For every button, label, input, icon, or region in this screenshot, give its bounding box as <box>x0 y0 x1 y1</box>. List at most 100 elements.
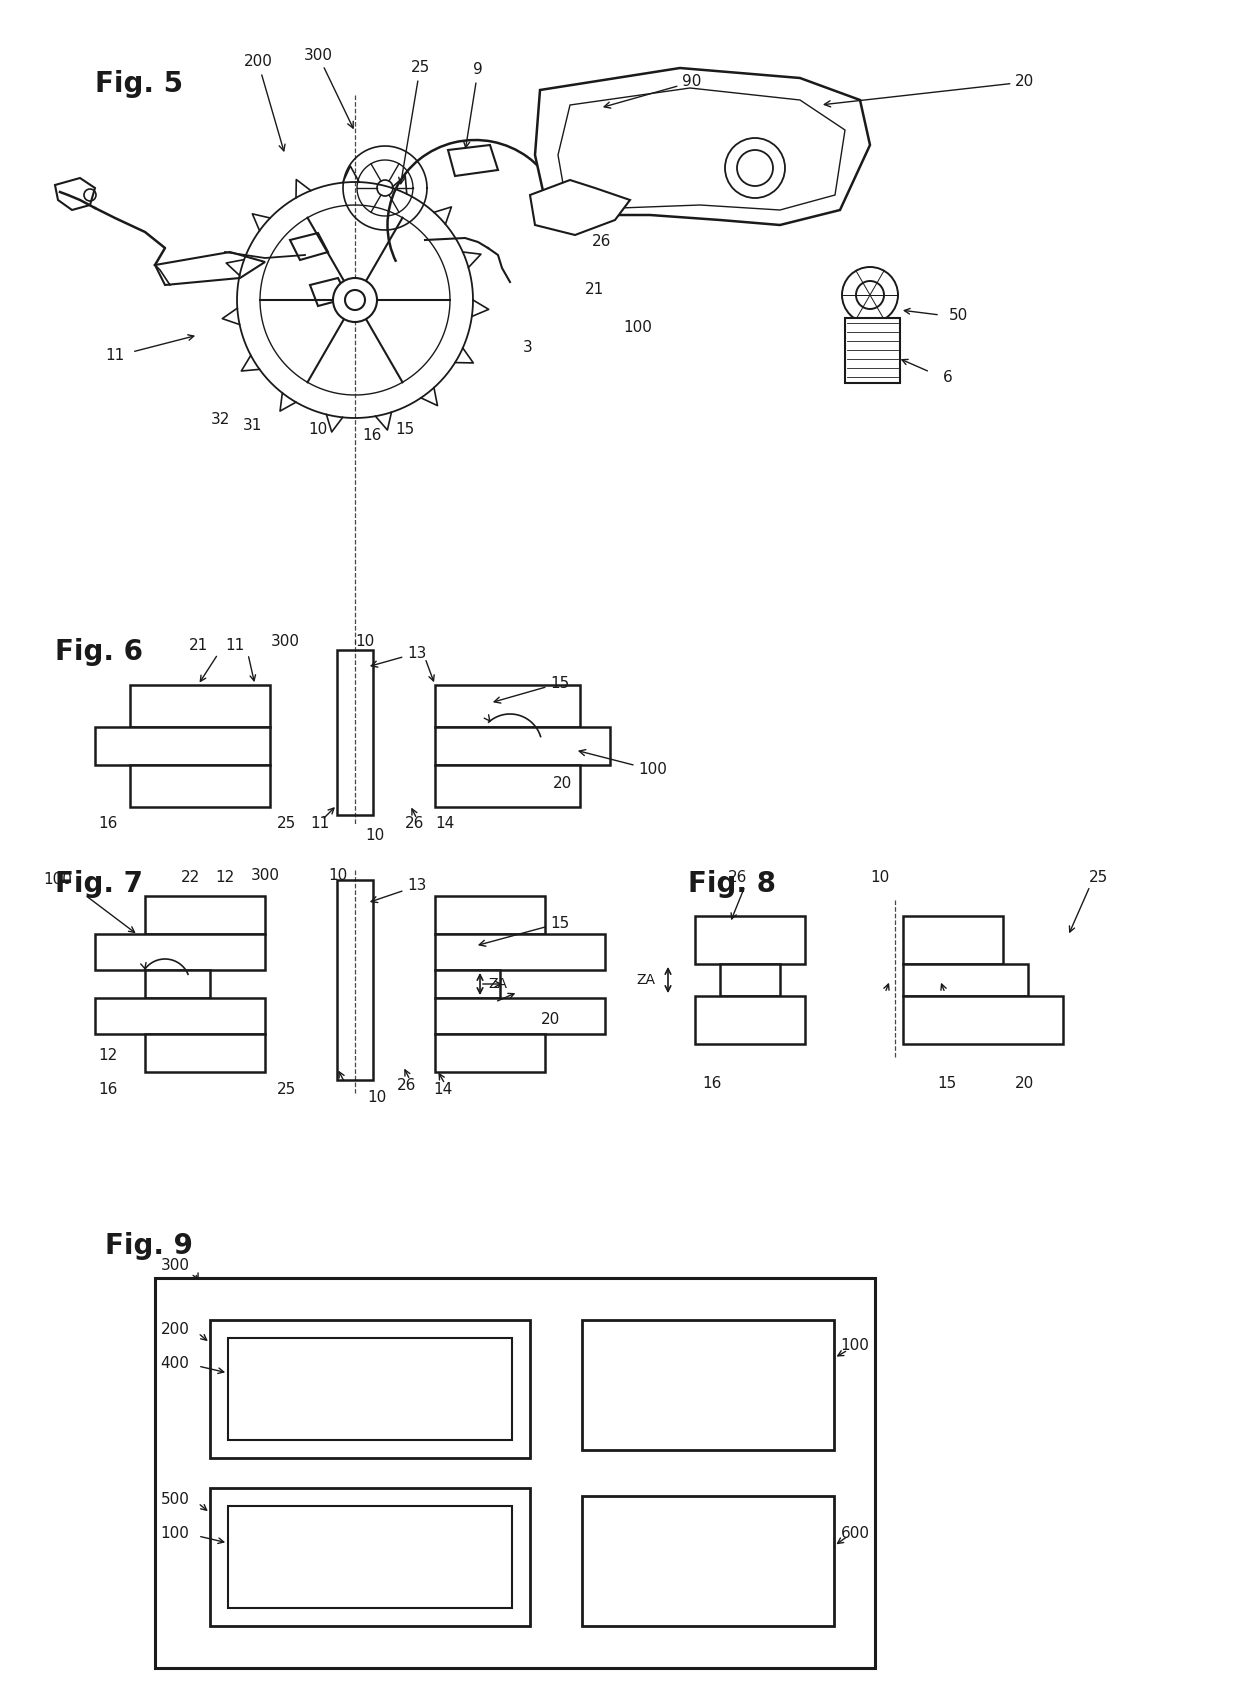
Text: 10: 10 <box>870 871 889 886</box>
Text: 10: 10 <box>356 635 374 650</box>
Text: 10: 10 <box>367 1091 387 1105</box>
Bar <box>337 881 373 1079</box>
Text: 100: 100 <box>579 750 667 777</box>
Text: 20: 20 <box>825 75 1034 107</box>
Text: 10: 10 <box>329 867 347 882</box>
Bar <box>95 933 265 971</box>
Bar <box>95 726 270 765</box>
Bar <box>130 686 270 726</box>
Bar <box>228 1505 512 1609</box>
Bar <box>582 1497 835 1626</box>
Bar <box>145 971 210 998</box>
Circle shape <box>345 290 365 311</box>
Text: 26: 26 <box>728 871 748 886</box>
Text: 26: 26 <box>397 1079 417 1093</box>
Text: 50: 50 <box>949 307 967 322</box>
Polygon shape <box>558 88 844 210</box>
Circle shape <box>334 278 377 322</box>
Text: 15: 15 <box>937 1076 956 1091</box>
Text: 500: 500 <box>160 1492 190 1507</box>
Bar <box>337 650 373 815</box>
Text: 200: 200 <box>243 54 285 151</box>
Bar <box>435 686 580 726</box>
Bar <box>435 726 610 765</box>
Text: 11: 11 <box>310 816 330 830</box>
Text: 600: 600 <box>841 1526 869 1541</box>
Text: 6: 6 <box>944 370 952 385</box>
Text: 400: 400 <box>160 1356 190 1371</box>
Polygon shape <box>310 278 348 305</box>
Text: ZA: ZA <box>489 977 507 991</box>
Text: 12: 12 <box>98 1049 118 1064</box>
Text: 100: 100 <box>43 872 72 888</box>
Bar <box>228 1337 512 1441</box>
Text: 14: 14 <box>435 816 455 830</box>
Text: Fig. 9: Fig. 9 <box>105 1232 193 1259</box>
Text: Fig. 7: Fig. 7 <box>55 871 143 898</box>
Text: 3: 3 <box>523 341 533 355</box>
Text: 200: 200 <box>160 1322 190 1337</box>
Bar <box>582 1320 835 1449</box>
Bar <box>210 1320 529 1458</box>
Bar <box>435 765 580 808</box>
Text: 100: 100 <box>841 1339 869 1354</box>
Text: 100: 100 <box>624 321 652 336</box>
Text: 20: 20 <box>1016 1076 1034 1091</box>
Bar <box>694 996 805 1044</box>
Text: 15: 15 <box>396 423 414 438</box>
Text: 90: 90 <box>604 75 702 109</box>
Text: 14: 14 <box>433 1083 453 1098</box>
Polygon shape <box>529 180 630 234</box>
Text: 9: 9 <box>464 63 482 148</box>
Text: 25: 25 <box>278 1083 296 1098</box>
Text: 100: 100 <box>160 1526 190 1541</box>
Text: 300: 300 <box>250 867 279 882</box>
Text: 300: 300 <box>160 1259 190 1273</box>
Text: 13: 13 <box>371 645 427 667</box>
Text: 13: 13 <box>371 879 427 903</box>
Text: 15: 15 <box>495 675 569 703</box>
Text: 22: 22 <box>180 871 200 886</box>
Polygon shape <box>290 232 329 260</box>
Bar <box>145 896 265 933</box>
Bar <box>903 996 1063 1044</box>
Text: 20: 20 <box>553 776 573 791</box>
Bar <box>145 1033 265 1073</box>
Bar <box>435 971 500 998</box>
Text: 25: 25 <box>1089 871 1107 886</box>
Polygon shape <box>534 68 870 226</box>
Text: 11: 11 <box>226 638 244 653</box>
Text: 11: 11 <box>105 348 125 363</box>
Polygon shape <box>55 178 95 210</box>
Bar <box>155 1278 875 1668</box>
Bar <box>844 317 900 384</box>
Bar <box>903 916 1003 964</box>
Bar <box>435 998 605 1033</box>
Bar <box>694 916 805 964</box>
Text: 21: 21 <box>188 638 207 653</box>
Text: 20: 20 <box>541 1013 559 1027</box>
Text: 26: 26 <box>593 234 611 249</box>
Bar <box>210 1488 529 1626</box>
Bar <box>720 964 780 996</box>
Text: 21: 21 <box>585 282 605 297</box>
Text: 10: 10 <box>309 423 327 438</box>
Text: 25: 25 <box>399 61 429 183</box>
Bar <box>435 896 546 933</box>
Bar <box>435 933 605 971</box>
Text: 10: 10 <box>366 828 384 842</box>
Text: Fig. 5: Fig. 5 <box>95 70 184 98</box>
Bar <box>95 998 265 1033</box>
Text: 31: 31 <box>242 417 262 433</box>
Text: 300: 300 <box>304 48 353 127</box>
Bar <box>130 765 270 808</box>
Polygon shape <box>155 251 265 285</box>
Text: 12: 12 <box>216 871 234 886</box>
Bar <box>903 964 1028 996</box>
Polygon shape <box>448 144 498 176</box>
Text: 16: 16 <box>98 1083 118 1098</box>
Text: Fig. 8: Fig. 8 <box>688 871 776 898</box>
Bar <box>435 1033 546 1073</box>
Text: 16: 16 <box>98 816 118 830</box>
Text: 16: 16 <box>702 1076 722 1091</box>
